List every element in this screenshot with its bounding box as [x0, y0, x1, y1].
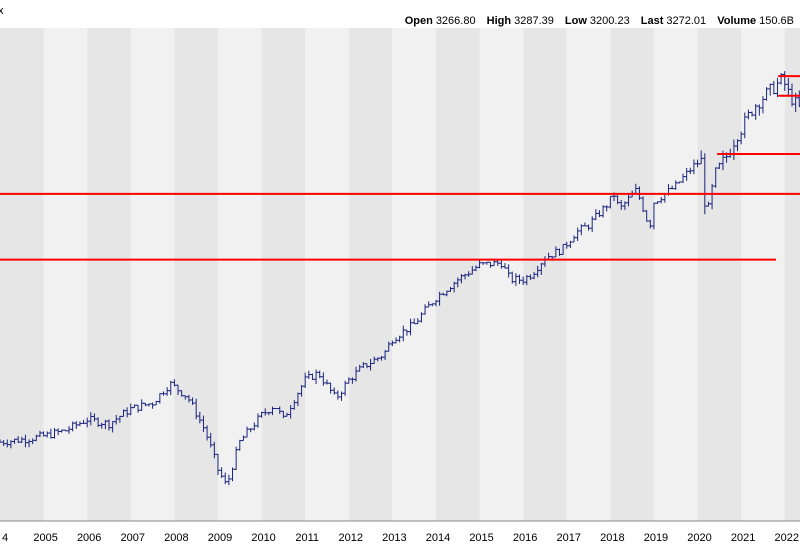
high-value: 3287.39 — [514, 15, 554, 27]
x-tick-label: 2006 — [77, 532, 101, 544]
x-tick-label: 2022 — [774, 532, 798, 544]
x-tick-label: 2020 — [687, 532, 711, 544]
support-resistance-lines — [0, 75, 800, 261]
x-tick-label: 2018 — [600, 532, 624, 544]
open-label: Open — [404, 15, 433, 27]
x-tick-label: 2009 — [208, 532, 232, 544]
year-band — [566, 28, 611, 521]
x-tick-label: 2008 — [164, 532, 188, 544]
open-value: 3266.80 — [435, 15, 476, 27]
year-band — [174, 28, 218, 521]
x-tick-label: 2016 — [513, 532, 537, 544]
year-band — [479, 28, 524, 521]
last-label: Last — [640, 15, 664, 27]
year-band — [435, 28, 480, 521]
x-tick-label: 2014 — [426, 532, 450, 544]
year-band — [43, 28, 88, 521]
chart-header: x Open 3266.80 High 3287.39 Low 3200.23 Las… — [0, 0, 800, 28]
high-label: High — [486, 15, 512, 27]
x-tick-label: 2013 — [382, 532, 406, 544]
year-band — [130, 28, 175, 521]
year-band — [87, 28, 131, 521]
last-value: 3272.01 — [666, 15, 707, 27]
volume-value: 150.6B — [759, 15, 794, 27]
low-label: Low — [564, 15, 587, 27]
year-band — [523, 28, 567, 521]
year-band — [653, 28, 698, 521]
year-band — [697, 28, 742, 521]
year-band — [305, 28, 349, 521]
year-band — [261, 28, 306, 521]
x-tick-label: 2010 — [251, 532, 275, 544]
year-band — [784, 28, 800, 521]
volume-label: Volume — [717, 15, 757, 27]
price-bars — [0, 71, 800, 486]
year-band — [610, 28, 654, 521]
x-tick-label: 2005 — [33, 532, 57, 544]
x-tick-label: 2011 — [295, 532, 319, 544]
grid-bands — [0, 28, 800, 522]
year-band — [0, 28, 44, 521]
low-value: 3200.23 — [589, 15, 630, 27]
x-tick-label: 2019 — [644, 532, 668, 544]
x-axis: 4 2005 2006 2007 2008 2009 2010 2011 2012 2013 201… — [2, 532, 799, 544]
x-tick-label: 2015 — [469, 532, 493, 544]
year-band — [217, 28, 262, 521]
x-tick-label: 2012 — [339, 532, 363, 544]
year-band — [348, 28, 393, 521]
price-chart: 4 2005 2006 2007 2008 2009 2010 2011 2012 2013 201… — [0, 28, 800, 544]
price-stats: Open 3266.80 High 3287.39 Low 3200.23 Last 3… — [405, 15, 794, 27]
symbol-label: x — [0, 5, 4, 17]
x-tick-label: 2007 — [121, 532, 145, 544]
year-band — [392, 28, 436, 521]
x-tick-label: 2021 — [731, 532, 755, 544]
x-tick-label: 4 — [2, 532, 8, 544]
x-tick-label: 2017 — [557, 532, 581, 544]
